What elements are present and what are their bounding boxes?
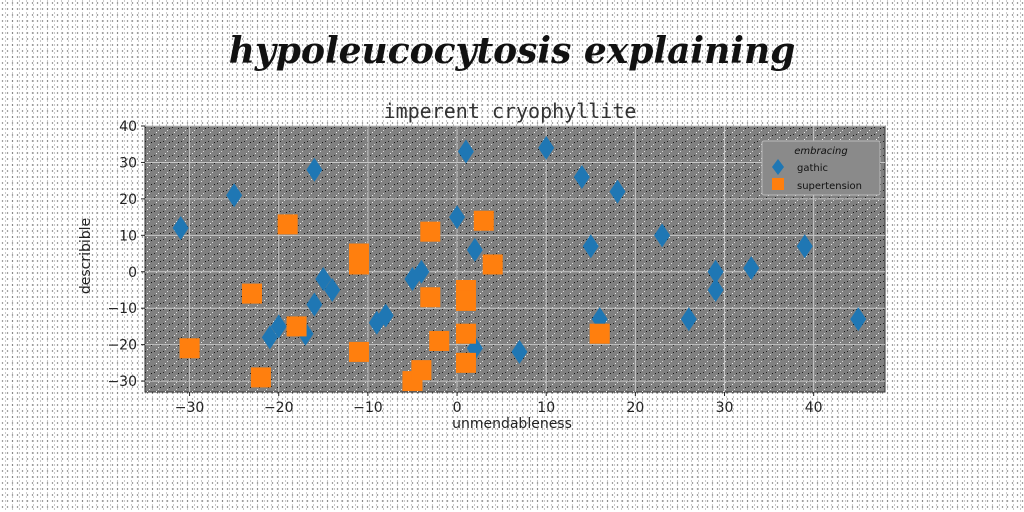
point-gathic — [306, 157, 323, 182]
point-supertension — [250, 367, 271, 388]
point-gathic — [261, 325, 278, 350]
y-tick-label: −10 — [107, 301, 137, 317]
point-supertension — [473, 210, 494, 231]
x-tick-label: −10 — [353, 400, 383, 416]
legend-box — [761, 140, 881, 196]
point-gathic — [466, 237, 483, 262]
point-supertension — [482, 254, 503, 275]
point-gathic — [270, 314, 287, 339]
x-tick-labels: −30 −20 −10 0 10 20 30 40 — [175, 400, 823, 416]
y-tick-label: 40 — [119, 119, 137, 135]
x-axis-label: unmendableness — [452, 416, 572, 432]
point-supertension — [455, 290, 476, 311]
point-supertension — [589, 323, 610, 344]
y-axis-label: describible — [78, 218, 94, 294]
y-tick-label: −30 — [107, 374, 137, 390]
x-tick-label: 10 — [537, 400, 555, 416]
point-supertension — [348, 254, 369, 275]
point-gathic — [609, 179, 626, 204]
point-supertension — [348, 341, 369, 362]
point-supertension — [277, 214, 298, 235]
y-tick-label: 30 — [119, 155, 137, 171]
point-supertension — [241, 283, 262, 304]
y-tick-label: −20 — [107, 338, 137, 354]
point-gathic — [172, 216, 189, 241]
point-gathic — [582, 234, 599, 259]
point-supertension — [411, 360, 432, 381]
point-gathic — [306, 292, 323, 317]
x-tick-label: 30 — [716, 400, 734, 416]
legend-marker-diamond — [772, 159, 784, 175]
point-supertension — [420, 221, 441, 242]
point-supertension — [420, 287, 441, 308]
figure-suptitle: hypoleucocytosis explaining — [228, 30, 796, 72]
point-supertension — [429, 330, 450, 351]
point-gathic — [315, 267, 332, 292]
y-tick-labels: −30 −20 −10 0 10 20 30 40 — [107, 119, 137, 390]
point-gathic — [796, 234, 813, 259]
y-tick-label: 10 — [119, 228, 137, 244]
point-gathic — [707, 277, 724, 302]
y-tick-label: 0 — [128, 265, 137, 281]
point-gathic — [449, 205, 466, 230]
point-gathic — [226, 183, 243, 208]
x-tick-label: 20 — [626, 400, 644, 416]
point-gathic — [324, 277, 341, 302]
legend-marker-square — [772, 178, 784, 190]
data-marks — [172, 135, 867, 392]
legend-label-series-2: supertension — [797, 181, 862, 192]
point-supertension — [455, 352, 476, 373]
legend-title: embracing — [794, 146, 847, 157]
y-tick-label: 20 — [119, 192, 137, 208]
point-gathic — [680, 307, 697, 332]
point-gathic — [538, 135, 555, 160]
point-gathic — [457, 139, 474, 164]
point-gathic — [511, 339, 528, 364]
x-tick-label: 0 — [453, 400, 462, 416]
chart-title: imperent cryophyllite — [384, 99, 637, 123]
point-gathic — [850, 307, 867, 332]
point-supertension — [286, 316, 307, 337]
point-gathic — [413, 259, 430, 284]
x-tick-label: −20 — [264, 400, 294, 416]
legend: embracing gathic supertension — [761, 140, 881, 196]
legend-label-series-1: gathic — [797, 163, 828, 174]
point-gathic — [573, 165, 590, 190]
point-gathic — [743, 256, 760, 281]
point-gathic — [707, 259, 724, 284]
x-tick-label: 40 — [805, 400, 823, 416]
point-gathic — [654, 223, 671, 248]
point-supertension — [179, 338, 200, 359]
point-gathic — [377, 303, 394, 328]
x-tick-label: −30 — [175, 400, 205, 416]
point-supertension — [455, 323, 476, 344]
